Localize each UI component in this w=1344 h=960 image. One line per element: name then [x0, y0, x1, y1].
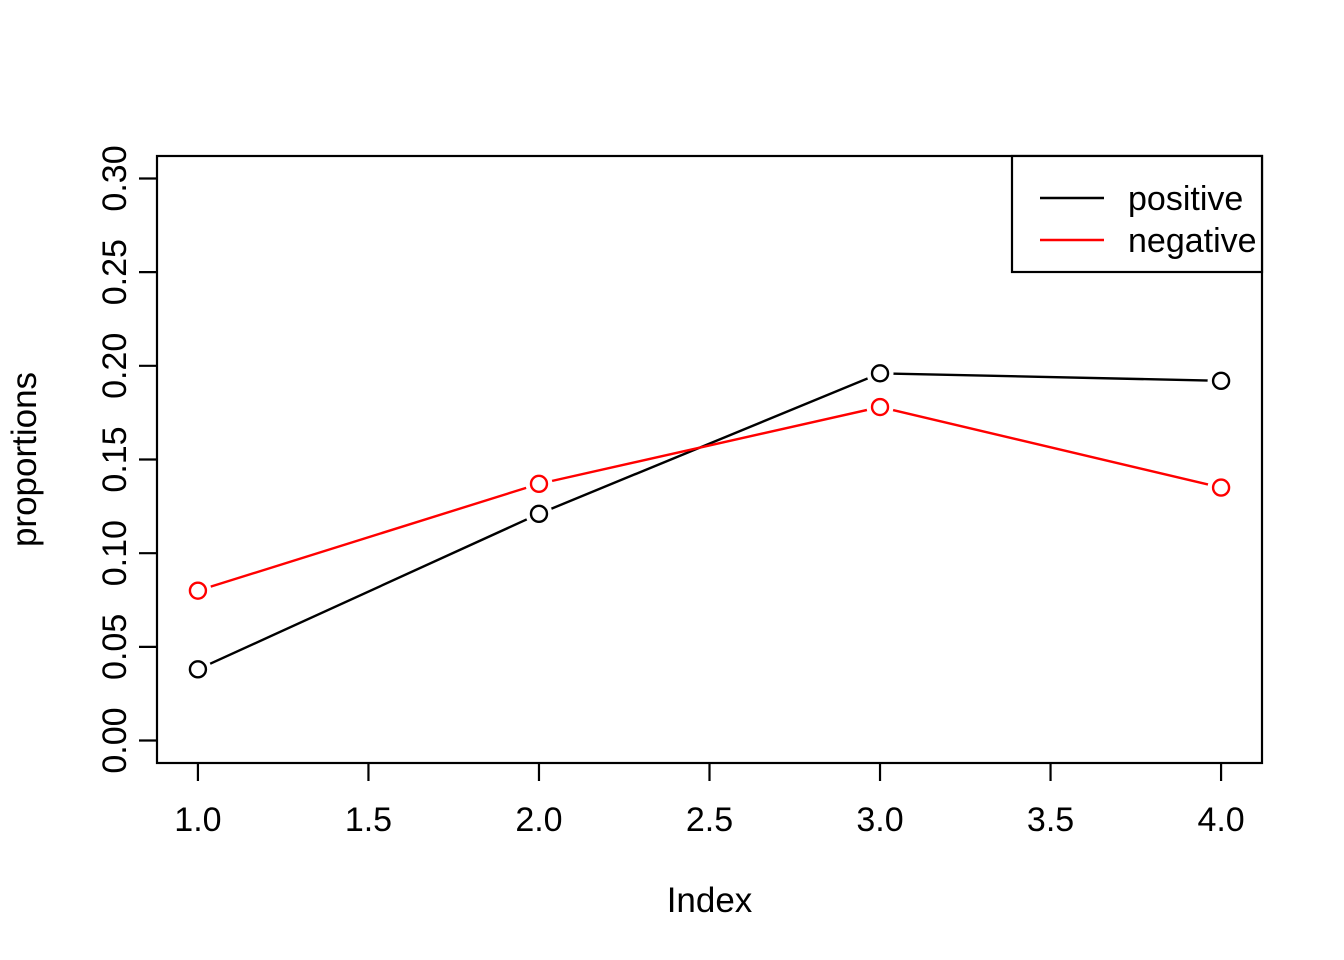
x-axis-tick-label: 2.5 [686, 801, 733, 839]
data-point-negative-2 [529, 474, 549, 494]
marker-halo [184, 577, 212, 605]
data-point-negative-4 [1211, 478, 1231, 497]
data-point-negative-1 [188, 581, 208, 600]
legend-label: positive [1128, 180, 1243, 218]
legend: positive negative [1010, 154, 1264, 274]
y-axis-tick-label: 0.30 [96, 145, 134, 211]
x-axis: 1.0 1.5 2.0 2.5 3.0 3.5 4.0 [174, 763, 1245, 839]
marker-halo [1207, 474, 1235, 502]
series-line-negative [197, 405, 1222, 592]
data-point-positive-1 [188, 660, 208, 679]
series-markers-negative [184, 393, 1235, 605]
marker-halo [866, 359, 894, 387]
legend-label: negative [1128, 222, 1257, 260]
marker-halo [866, 393, 894, 421]
data-point-negative-3 [870, 397, 890, 417]
marker-halo [1207, 367, 1235, 395]
x-axis-tick-label: 1.0 [174, 801, 221, 839]
y-axis-tick-label: 0.10 [96, 520, 134, 586]
x-axis-label: Index [667, 881, 753, 920]
data-point-positive-3 [870, 364, 890, 383]
series-markers-positive [184, 359, 1235, 683]
y-axis-tick-label: 0.25 [96, 239, 134, 305]
y-axis-tick-label: 0.00 [96, 707, 134, 773]
x-axis-tick-label: 3.0 [856, 801, 903, 839]
legend-box [1010, 154, 1264, 274]
x-axis-tick-label: 2.0 [515, 801, 562, 839]
marker-halo [525, 500, 553, 528]
y-axis-tick-label: 0.15 [96, 426, 134, 492]
data-point-positive-4 [1211, 371, 1231, 391]
series-line-positive [197, 372, 1222, 671]
y-axis-tick-label: 0.05 [96, 614, 134, 680]
y-axis: 0.00 0.05 0.10 0.15 0.20 0.25 0.30 [96, 145, 157, 774]
x-axis-tick-label: 1.5 [345, 801, 392, 839]
y-axis-label: proportions [5, 372, 44, 547]
marker-halo [184, 655, 212, 683]
data-point-positive-2 [529, 504, 549, 524]
x-axis-tick-label: 4.0 [1197, 801, 1244, 839]
x-axis-tick-label: 3.5 [1027, 801, 1074, 839]
marker-halo [525, 470, 553, 498]
y-axis-tick-label: 0.20 [96, 333, 134, 399]
